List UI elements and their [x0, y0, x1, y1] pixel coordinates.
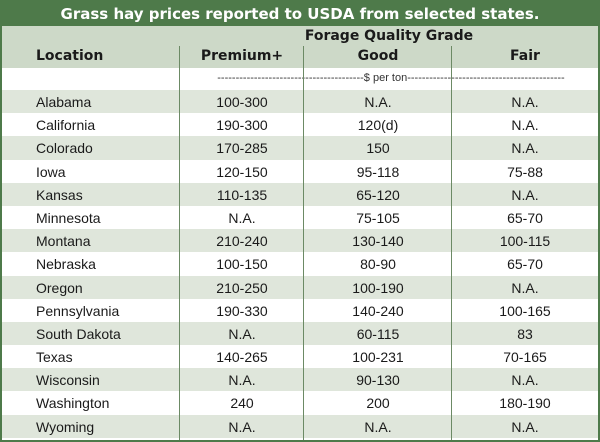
premium-cell: N.A. [228, 372, 256, 389]
location-cell: Colorado [36, 140, 93, 157]
table-row: Wyoming N.A. N.A. N.A. [2, 414, 598, 438]
fair-cell: N.A. [511, 418, 539, 435]
fair-cell: 70-165 [503, 349, 547, 366]
table-row: Wisconsin N.A. 90-130 N.A. [2, 368, 598, 392]
unit-label: ----------------------------------------… [217, 72, 565, 84]
table-row: Nebraska 100-150 80-90 65-70 [2, 252, 598, 276]
fair-cell: 100-115 [499, 233, 551, 250]
good-cell: 90-130 [356, 372, 400, 389]
table-row: Texas 140-265 100-231 70-165 [2, 345, 598, 369]
good-cell: 150 [366, 140, 390, 157]
unit-row: ----------------------------------------… [2, 68, 598, 90]
premium-cell: 170-285 [216, 140, 268, 157]
premium-cell: 190-300 [216, 117, 268, 134]
fair-cell: 65-70 [507, 209, 543, 226]
premium-cell: 100-300 [216, 94, 268, 110]
location-cell: Wyoming [36, 418, 95, 435]
good-header: Good [357, 48, 399, 64]
good-cell: 140-240 [352, 302, 404, 319]
premium-cell: 210-250 [216, 279, 268, 296]
premium-cell: N.A. [228, 418, 256, 435]
fair-cell: 83 [517, 325, 533, 342]
premium-cell: 210-240 [216, 233, 268, 250]
premium-cell: 120-150 [216, 163, 268, 180]
premium-cell: N.A. [228, 209, 256, 226]
fair-cell: N.A. [511, 372, 539, 389]
table-row: Colorado 170-285 150 N.A. [2, 136, 598, 160]
good-cell: 100-190 [352, 279, 404, 296]
good-cell: 200 [366, 395, 390, 412]
fair-header: Fair [510, 48, 540, 64]
fair-cell: 75-88 [507, 163, 543, 180]
table-body: Alabama 100-300 N.A. N.A. California 190-300 1… [2, 90, 598, 438]
good-cell: N.A. [364, 418, 392, 435]
good-cell: 130-140 [352, 233, 404, 250]
location-cell: Iowa [36, 163, 66, 180]
location-cell: Texas [36, 349, 73, 366]
premium-cell: 110-135 [216, 186, 268, 203]
fair-cell: N.A. [511, 117, 539, 134]
table-row: Montana 210-240 130-140 100-115 [2, 229, 598, 253]
location-cell: Pennsylvania [36, 302, 120, 319]
premium-header: Premium+ [200, 48, 284, 64]
location-cell: Oregon [36, 279, 83, 296]
table-row: Minnesota N.A. 75-105 65-70 [2, 205, 598, 230]
location-cell: Alabama [36, 94, 92, 110]
good-cell: 60-115 [356, 325, 400, 342]
fair-cell: N.A. [511, 279, 539, 296]
good-cell: 100-231 [352, 349, 404, 366]
good-cell: 80-90 [360, 256, 396, 273]
table-row: South Dakota N.A. 60-115 83 [2, 321, 598, 346]
table-header: Forage Quality Grade Location Premium+ G… [2, 26, 598, 68]
table-row: California 190-300 120(d) N.A. [2, 113, 598, 137]
fair-cell: 65-70 [507, 256, 543, 273]
location-cell: Montana [36, 233, 91, 250]
location-cell: Washington [36, 395, 110, 412]
premium-cell: N.A. [228, 325, 256, 342]
location-header: Location [36, 48, 104, 64]
premium-cell: 100-150 [216, 256, 268, 273]
location-cell: California [36, 117, 96, 134]
fair-cell: N.A. [511, 140, 539, 157]
fair-cell: N.A. [511, 94, 539, 110]
table-title: Grass hay prices reported to USDA from s… [2, 2, 598, 26]
location-cell: Minnesota [36, 209, 101, 226]
location-cell: Kansas [36, 186, 83, 203]
location-cell: South Dakota [36, 325, 121, 342]
fair-cell: N.A. [511, 186, 539, 203]
forage-quality-grade-header: Forage Quality Grade [304, 28, 474, 44]
table-row: Alabama 100-300 N.A. N.A. [2, 90, 598, 114]
good-cell: N.A. [364, 94, 392, 110]
fair-cell: 180-190 [499, 395, 551, 412]
good-cell: 65-120 [356, 186, 400, 203]
premium-cell: 190-330 [216, 302, 268, 319]
table-row: Iowa 120-150 95-118 75-88 [2, 159, 598, 183]
table-row: Kansas 110-135 65-120 N.A. [2, 182, 598, 206]
column-divider [303, 46, 304, 440]
good-cell: 95-118 [356, 163, 400, 180]
premium-cell: 240 [230, 395, 254, 412]
fair-cell: 100-165 [499, 302, 551, 319]
table-row: Oregon 210-250 100-190 N.A. [2, 275, 598, 299]
column-divider [179, 46, 180, 440]
column-divider [451, 46, 452, 440]
good-cell: 120(d) [357, 117, 399, 134]
location-cell: Wisconsin [36, 372, 100, 389]
good-cell: 75-105 [356, 209, 400, 226]
premium-cell: 140-265 [216, 349, 268, 366]
table-row: Washington 240 200 180-190 [2, 391, 598, 415]
location-cell: Nebraska [36, 256, 96, 273]
table-row: Pennsylvania 190-330 140-240 100-165 [2, 298, 598, 322]
